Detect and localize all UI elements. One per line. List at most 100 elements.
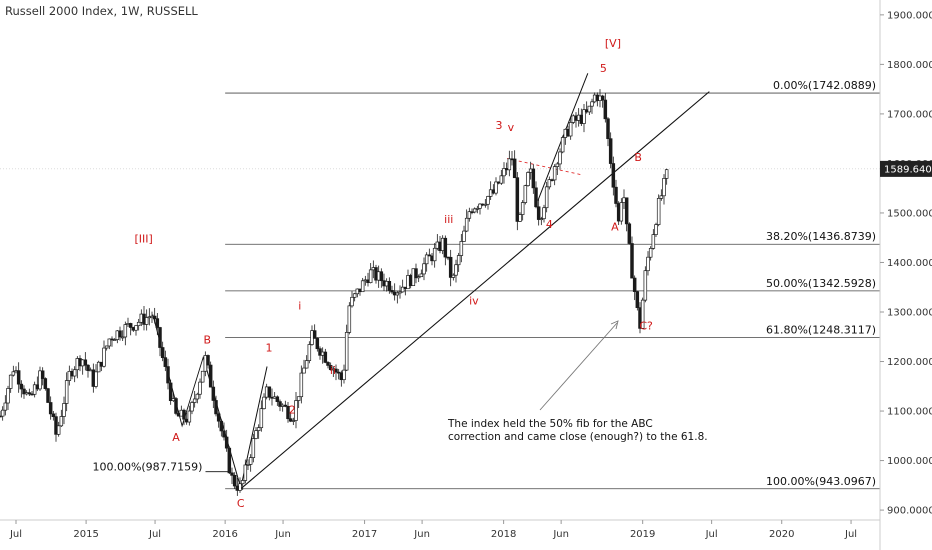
candle-body	[416, 276, 421, 279]
wave-label: 2	[289, 404, 296, 417]
candle-body	[304, 360, 309, 369]
candle-body	[603, 99, 608, 120]
candle-body	[350, 296, 354, 307]
wave-label: 3	[496, 119, 503, 132]
candle-body	[462, 230, 466, 242]
price-tag-label: 1589.6400	[884, 164, 932, 175]
candle-body	[200, 370, 205, 383]
candle-body	[398, 291, 402, 294]
candle-body	[472, 208, 477, 213]
candle-body	[288, 418, 293, 422]
candle-body	[547, 179, 552, 188]
candle-body	[294, 400, 298, 421]
x-tick-label: Jul	[9, 529, 22, 540]
x-tick-label: 2017	[352, 529, 377, 540]
y-tick-label: 1900.0000	[887, 10, 932, 21]
candle-body	[614, 186, 618, 204]
candle-body	[208, 364, 213, 388]
candle-body	[48, 402, 53, 415]
candle-body	[232, 474, 237, 487]
candle-body	[174, 398, 178, 414]
candle-body	[544, 186, 549, 209]
wave-label: A	[611, 220, 619, 233]
fib-level-label: 61.80%(1248.3117)	[766, 324, 876, 337]
y-tick-label: 1000.0000	[887, 456, 932, 467]
wave-label: iii	[444, 213, 453, 226]
candle-body	[144, 317, 149, 325]
candle-body	[483, 203, 488, 206]
candle-body	[315, 338, 320, 350]
candle-body	[46, 388, 50, 403]
candle-body	[608, 138, 613, 164]
candle-body	[520, 202, 525, 215]
annotation-arrowhead	[610, 320, 619, 330]
candle-body	[0, 415, 2, 418]
candle-body	[104, 345, 109, 349]
candle-body	[56, 425, 61, 435]
candle-body	[352, 293, 357, 298]
x-tick-label: Jun	[413, 529, 430, 540]
candle-body	[502, 168, 506, 177]
y-tick-label: 1300.0000	[887, 308, 932, 319]
candle-body	[107, 338, 112, 347]
x-tick-label: 2016	[212, 529, 237, 540]
candle-body	[536, 206, 541, 220]
candle-body	[512, 158, 517, 179]
candle-body	[302, 367, 306, 374]
candle-body	[539, 218, 544, 221]
candle-body	[424, 254, 429, 265]
candle-body	[256, 427, 261, 431]
wave-label: ii	[330, 364, 336, 377]
candle-body	[619, 202, 624, 222]
candle-body	[560, 137, 565, 153]
annotation-arrow	[539, 322, 618, 411]
candle-body	[206, 355, 210, 366]
candle-body	[464, 217, 469, 232]
candle-body	[478, 203, 482, 209]
candle-body	[27, 392, 32, 395]
candle-body	[123, 324, 128, 338]
candle-body	[62, 403, 66, 417]
candle-body	[360, 280, 365, 293]
candle-body	[312, 330, 317, 339]
candle-body	[3, 402, 8, 411]
candle-body	[459, 241, 464, 256]
candle-body	[662, 178, 666, 197]
wave-label: C	[237, 497, 245, 510]
candle-body	[296, 396, 301, 401]
candle-body	[448, 256, 453, 278]
candle-body	[211, 386, 216, 401]
candle-body	[163, 357, 168, 367]
candle-body	[656, 198, 661, 225]
candle-body	[499, 175, 504, 184]
candle-body	[160, 347, 165, 359]
candle-body	[515, 177, 520, 222]
fibonacci-levels: 0.00%(1742.0889) 38.20%(1436.8739) 50.00%(…	[0, 79, 880, 490]
x-tick-label: Jun	[274, 529, 291, 540]
candle-body	[555, 163, 560, 167]
candle-body	[328, 365, 333, 371]
price-tag-background	[880, 160, 932, 177]
candle-body	[187, 410, 192, 423]
candle-body	[128, 323, 133, 328]
annotation-line-2: correction and came close (enough?) to t…	[448, 431, 708, 443]
y-tick-label: 1700.0000	[887, 109, 932, 120]
candle-body	[40, 370, 45, 379]
fib-level-label: 50.00%(1342.5928)	[766, 277, 876, 290]
candle-body	[590, 101, 594, 107]
candle-body	[246, 464, 250, 466]
y-tick-label: 900.0000	[887, 506, 932, 517]
candle-body	[192, 398, 197, 403]
candle-body	[542, 207, 546, 220]
candle-body	[86, 364, 90, 371]
candle-body	[534, 187, 538, 208]
candle-body	[6, 388, 10, 404]
candle-body	[624, 197, 629, 225]
candle-body	[630, 243, 634, 279]
wave-label: A	[172, 431, 180, 444]
candle-body	[379, 271, 384, 282]
candle-body	[155, 318, 160, 328]
candle-body	[102, 347, 106, 367]
wave-label: B	[634, 151, 642, 164]
